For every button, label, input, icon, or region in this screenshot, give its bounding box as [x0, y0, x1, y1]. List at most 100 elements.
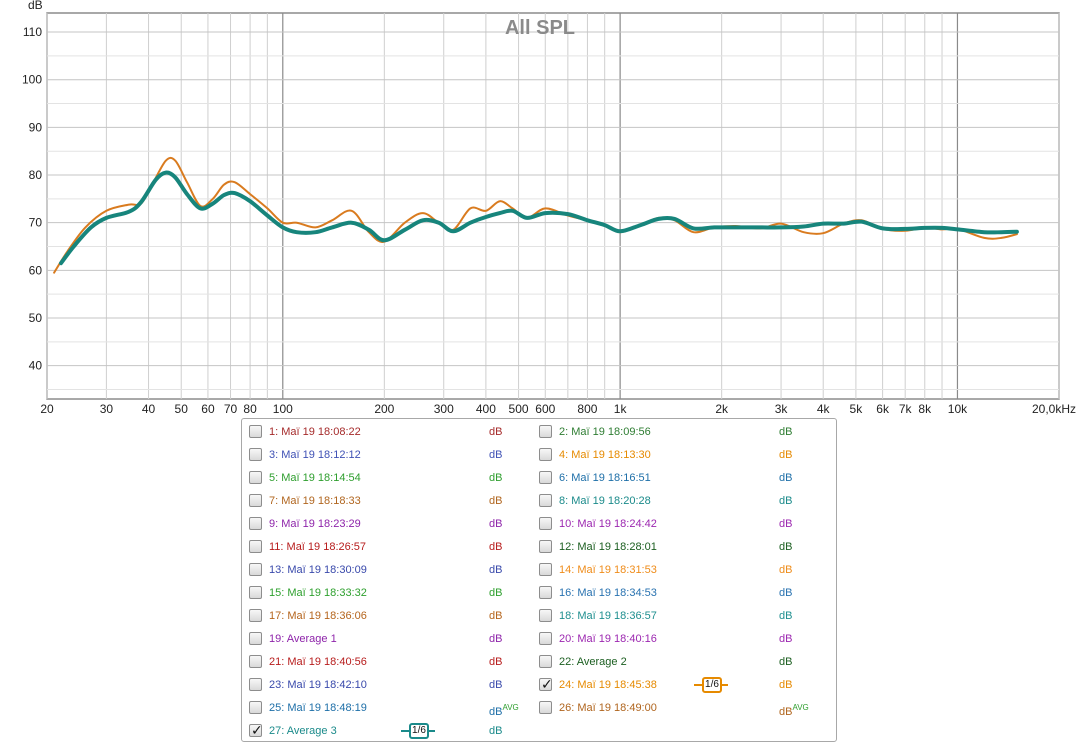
legend-item[interactable]: 21: Maï 19 18:40:56 dB [249, 653, 539, 671]
legend-unit: dB [489, 495, 503, 507]
legend-checkbox[interactable] [539, 701, 552, 714]
legend-item[interactable]: 23: Maï 19 18:42:10 dB [249, 676, 539, 694]
legend-checkbox[interactable] [249, 701, 262, 714]
legend-item[interactable]: 8: Maï 19 18:20:28 dB [539, 492, 829, 510]
legend-item[interactable]: 22: Average 2 dB [539, 653, 829, 671]
legend-checkbox[interactable] [249, 721, 263, 739]
legend-item[interactable]: 5: Maï 19 18:14:54 dB [249, 469, 539, 487]
legend-label: 18: Maï 19 18:36:57 [559, 610, 657, 622]
legend-item[interactable]: 14: Maï 19 18:31:53 dB [539, 561, 829, 579]
legend-checkbox[interactable] [539, 540, 552, 553]
legend-checkbox[interactable] [249, 448, 262, 461]
smoothing-label: 1/6 [702, 677, 722, 693]
legend-item[interactable]: 20: Maï 19 18:40:16 dB [539, 630, 829, 648]
y-tick-label: 100 [22, 73, 42, 87]
plot-area [46, 12, 1060, 400]
x-tick-label: 3k [775, 402, 789, 416]
y-tick-label: 70 [29, 216, 43, 230]
legend-item[interactable]: 11: Maï 19 18:26:57 dB [249, 538, 539, 556]
legend-label: 7: Maï 19 18:18:33 [269, 495, 361, 507]
legend-item[interactable]: 24: Maï 19 18:45:38 1/6 dB [539, 675, 829, 694]
grid [46, 13, 1060, 399]
x-tick-label: 100 [273, 402, 293, 416]
avg-superscript: AVG [792, 703, 809, 712]
legend-checkbox[interactable] [249, 471, 262, 484]
smoothing-indicator[interactable]: 1/6 [401, 722, 435, 740]
legend-item[interactable]: 27: Average 3 1/6 dB [249, 721, 539, 740]
legend-label: 13: Maï 19 18:30:09 [269, 564, 367, 576]
legend-item[interactable]: 18: Maï 19 18:36:57 dB [539, 607, 829, 625]
x-tick-label: 60 [201, 402, 215, 416]
y-tick-label: 40 [29, 359, 43, 373]
legend-unit: dB [489, 449, 503, 461]
y-tick-label: 60 [29, 263, 43, 277]
avg-superscript: AVG [502, 703, 519, 712]
legend-checkbox[interactable] [249, 655, 262, 668]
legend-item[interactable]: 17: Maï 19 18:36:06 dB [249, 607, 539, 625]
legend-checkbox[interactable] [539, 494, 552, 507]
legend-item[interactable]: 3: Maï 19 18:12:12 dB [249, 446, 539, 464]
legend-label: 27: Average 3 [269, 725, 337, 737]
y-tick-label: 110 [23, 25, 42, 39]
chart-title: All SPL [505, 17, 575, 39]
legend-checkbox[interactable] [539, 517, 552, 530]
series-line-27-average [59, 170, 1019, 266]
legend-item[interactable]: 13: Maï 19 18:30:09 dB [249, 561, 539, 579]
legend-item[interactable]: 10: Maï 19 18:24:42 dB [539, 515, 829, 533]
x-tick-label: 1k [614, 402, 628, 416]
legend-item[interactable]: 26: Maï 19 18:49:00 dBAVG [539, 699, 829, 718]
legend-unit: dB [489, 472, 503, 484]
legend-checkbox[interactable] [249, 678, 262, 691]
legend-checkbox[interactable] [249, 586, 262, 599]
y-tick-label: 50 [29, 311, 43, 325]
x-tick-label: 4k [817, 402, 831, 416]
legend-label: 25: Maï 19 18:48:19 [269, 702, 367, 714]
legend-label: 19: Average 1 [269, 633, 337, 645]
legend-label: 21: Maï 19 18:40:56 [269, 656, 367, 668]
x-tick-label: 300 [434, 402, 454, 416]
legend-item[interactable]: 19: Average 1 dB [249, 630, 539, 648]
legend-item[interactable]: 9: Maï 19 18:23:29 dB [249, 515, 539, 533]
legend-item[interactable]: 15: Maï 19 18:33:32 dB [249, 584, 539, 602]
legend-item[interactable]: 4: Maï 19 18:13:30 dB [539, 446, 829, 464]
legend-item[interactable]: 7: Maï 19 18:18:33 dB [249, 492, 539, 510]
legend-checkbox[interactable] [539, 655, 552, 668]
legend-item[interactable]: 2: Maï 19 18:09:56 dB [539, 423, 829, 441]
legend-checkbox[interactable] [539, 675, 553, 693]
x-axis-ticks: 20 30 40 50 60 70 80 100 200 300 400 500 600 800 1k 2k 3… [40, 402, 1076, 416]
legend-item[interactable]: 6: Maï 19 18:16:51 dB [539, 469, 829, 487]
legend-checkbox[interactable] [249, 517, 262, 530]
x-tick-label: 5k [850, 402, 864, 416]
legend-item[interactable]: 12: Maï 19 18:28:01 dB [539, 538, 829, 556]
legend-label: 3: Maï 19 18:12:12 [269, 449, 361, 461]
legend-item[interactable]: 1: Maï 19 18:08:22 dB [249, 423, 539, 441]
legend-label: 16: Maï 19 18:34:53 [559, 587, 657, 599]
x-tick-label: 2k [715, 402, 729, 416]
smoothing-indicator[interactable]: 1/6 [694, 676, 728, 694]
legend-checkbox[interactable] [539, 563, 552, 576]
legend-checkbox[interactable] [539, 471, 552, 484]
legend-label: 9: Maï 19 18:23:29 [269, 518, 361, 530]
legend-checkbox[interactable] [249, 632, 262, 645]
smoothing-label: 1/6 [409, 723, 429, 739]
legend-checkbox[interactable] [249, 563, 262, 576]
legend-item[interactable]: 25: Maï 19 18:48:19 dBAVG [249, 699, 539, 718]
legend-label: 11: Maï 19 18:26:57 [269, 541, 367, 553]
legend-checkbox[interactable] [249, 494, 262, 507]
x-tick-label: 400 [476, 402, 496, 416]
legend-checkbox[interactable] [539, 425, 552, 438]
legend-unit: dB [489, 426, 503, 438]
legend-checkbox[interactable] [539, 586, 552, 599]
series-lines [53, 156, 1019, 274]
legend-unit: dBAVG [779, 703, 809, 718]
series-line-24 [53, 156, 1018, 274]
y-axis-label: dB [28, 0, 43, 12]
legend-item[interactable]: 16: Maï 19 18:34:53 dB [539, 584, 829, 602]
legend-checkbox[interactable] [249, 609, 262, 622]
legend-checkbox[interactable] [539, 609, 552, 622]
legend-checkbox[interactable] [539, 632, 552, 645]
legend-checkbox[interactable] [249, 540, 262, 553]
legend-checkbox[interactable] [249, 425, 262, 438]
legend-unit: dB [779, 564, 793, 576]
legend-checkbox[interactable] [539, 448, 552, 461]
